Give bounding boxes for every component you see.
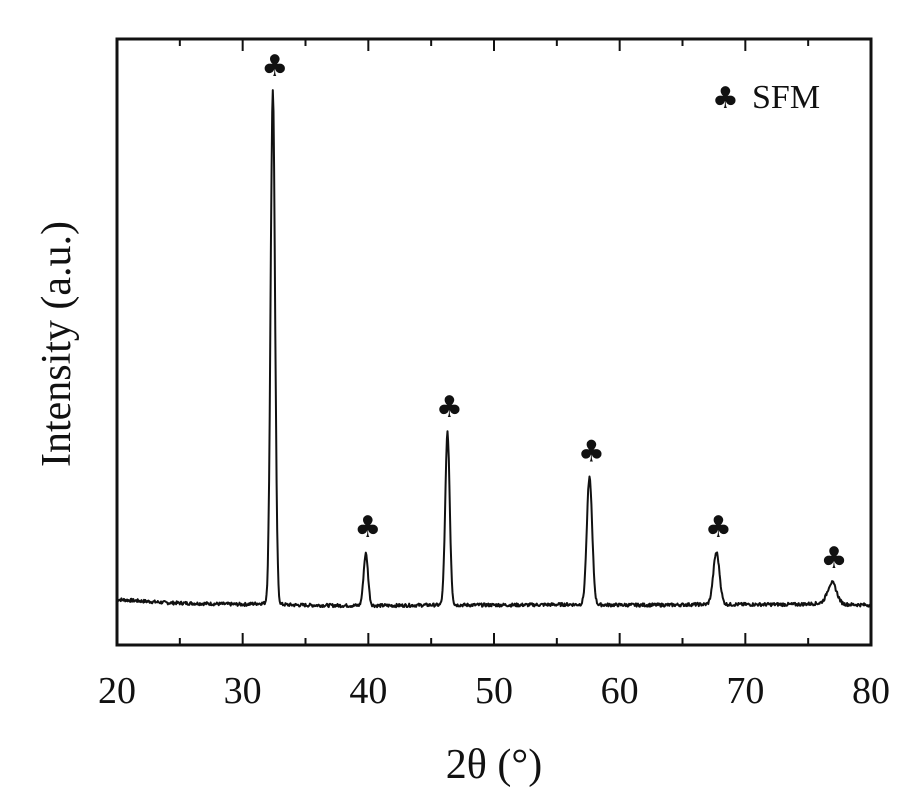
legend-marker: ♣	[712, 81, 739, 116]
x-axis-title: 2θ (°)	[446, 742, 542, 788]
x-tick-label: 60	[601, 670, 639, 712]
peak-marker: ♣	[436, 390, 463, 425]
peak-marker: ♣	[261, 49, 288, 84]
peak-marker: ♣	[821, 541, 848, 576]
x-tick-label: 50	[475, 670, 513, 712]
peak-markers: ♣ ♣ ♣ ♣ ♣ ♣	[261, 49, 847, 576]
x-tick-label: 70	[726, 670, 764, 712]
x-tick-label: 80	[852, 670, 890, 712]
x-axis-tick-labels: 20 30 40 50 60 70 80	[98, 670, 890, 712]
plot-frame	[117, 39, 871, 645]
diffraction-pattern-line	[117, 90, 871, 607]
x-tick-label: 20	[98, 670, 136, 712]
x-axis-ticks	[117, 39, 871, 645]
peak-marker: ♣	[354, 510, 381, 545]
legend-label: SFM	[752, 79, 820, 116]
peak-marker: ♣	[705, 510, 732, 545]
y-axis-title: Intensity (a.u.)	[34, 221, 80, 467]
x-tick-label: 30	[224, 670, 262, 712]
peak-marker: ♣	[578, 435, 605, 470]
legend: ♣ SFM	[712, 79, 820, 116]
x-tick-label: 40	[349, 670, 387, 712]
